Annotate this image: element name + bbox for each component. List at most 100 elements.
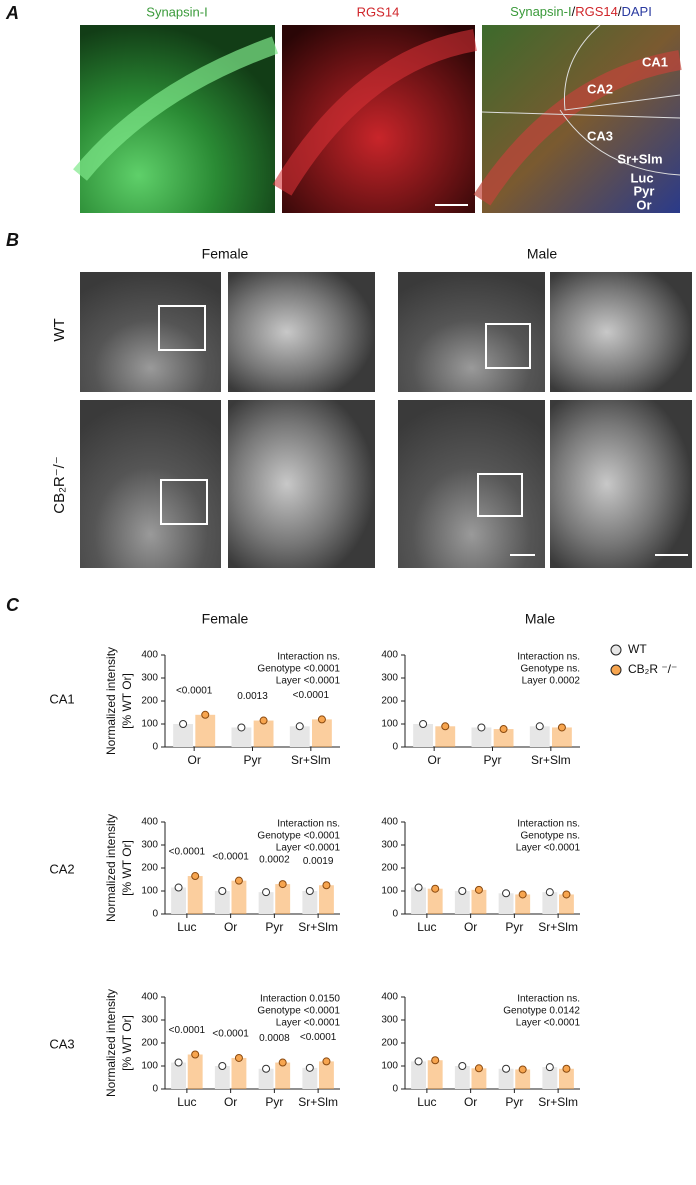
y-tick-label: 0 [152,909,158,920]
bar-marker [174,883,183,892]
stats-text: Interaction ns. [277,819,340,830]
y-tick-label: 100 [141,1061,158,1072]
legend-marker [610,664,622,676]
bar [253,720,274,747]
x-tick-label: Sr+Slm [291,753,331,767]
region-label: Pyr [634,183,655,198]
panel-label: C [6,595,20,615]
p-value: <0.0001 [212,1029,249,1040]
region-label: Sr+Slm [617,151,662,166]
p-value: <0.0001 [293,690,330,701]
bar-marker [458,887,467,895]
p-value: <0.0001 [176,685,213,696]
stats-text: Genotype 0.0142 [503,1006,580,1017]
panel-label: B [6,230,19,250]
bar [413,724,433,747]
label-part: / [572,4,576,19]
bar [187,876,203,914]
stats-text: Genotype ns. [521,664,580,675]
y-axis-label: Normalized intensity [104,989,118,1097]
bar [319,885,334,914]
label-part: / [618,4,622,19]
column-label: Male [525,611,556,627]
bar-marker [458,1062,467,1070]
p-value: 0.0019 [303,856,334,867]
y-tick-label: 400 [381,650,398,661]
y-tick-label: 0 [392,1084,398,1095]
stats-text: Interaction ns. [277,652,340,663]
p-value: <0.0001 [212,851,249,862]
bar [411,1061,426,1089]
bar-marker [295,722,304,731]
bar-marker [262,1064,271,1073]
x-tick-label: Or [464,1095,477,1109]
row-label: WT [51,318,68,341]
image-label: Synapsin-I [146,4,207,19]
image-label: Synapsin-I/RGS14/DAPI [510,4,652,19]
legend-label: CB₂R ⁻/⁻ [628,662,677,676]
bar-marker [278,880,287,889]
y-tick-label: 0 [392,909,398,920]
bar [529,726,550,747]
bar-marker [474,1064,483,1073]
stats-text: Genotype <0.0001 [257,831,340,842]
y-tick-label: 400 [141,650,158,661]
label-part: RGS14 [575,4,618,19]
stats-text: Genotype ns. [521,831,580,842]
y-tick-label: 200 [141,1038,158,1049]
bar [427,888,443,914]
y-tick-label: 300 [141,840,158,851]
y-tick-label: 300 [381,840,398,851]
y-tick-label: 0 [152,1084,158,1095]
bar-marker [562,1064,571,1073]
x-tick-label: Pyr [505,920,523,934]
panel-label: A [5,3,19,23]
bar [411,887,426,914]
stats-text: Layer <0.0001 [516,1018,581,1029]
x-tick-label: Or [224,920,237,934]
bar-marker [414,883,423,892]
bar [559,894,574,914]
bar-marker [191,1050,200,1059]
bar [319,1061,334,1089]
bar-marker [234,1053,243,1062]
x-tick-label: Pyr [505,1095,523,1109]
bar [515,1069,531,1089]
bar [542,892,558,914]
label-part: Synapsin-I [510,4,571,19]
y-tick-label: 300 [381,1015,398,1026]
p-value: <0.0001 [169,847,206,858]
bar-marker [278,1058,287,1067]
y-axis-label: [% WT Or] [120,1015,134,1071]
bar [258,1068,274,1089]
y-tick-label: 200 [381,863,398,874]
bar-marker [502,1064,511,1073]
bar-marker [414,1057,423,1066]
bar [302,1067,318,1089]
bar-marker [322,1057,331,1066]
x-tick-label: Luc [417,920,436,934]
bar-marker [179,720,188,728]
label-part: DAPI [621,4,651,19]
region-label: CA3 [587,128,613,143]
bar [302,891,318,914]
bar [435,726,456,747]
p-value: 0.0002 [259,855,290,866]
bar [498,893,514,914]
y-axis-label: Normalized intensity [104,647,118,755]
bar [471,727,492,747]
row-label: CA3 [49,1036,74,1051]
legend-marker [610,644,622,656]
panel-a-images [73,24,682,213]
bar-marker [305,887,314,895]
y-tick-label: 100 [141,886,158,897]
bar-marker [218,1062,227,1070]
p-value: <0.0001 [300,1032,337,1043]
region-label: CA1 [642,54,668,69]
y-tick-label: 400 [141,817,158,828]
column-label: Male [527,246,558,262]
x-tick-label: Pyr [484,753,502,767]
y-tick-label: 200 [381,696,398,707]
bar [454,1066,470,1089]
